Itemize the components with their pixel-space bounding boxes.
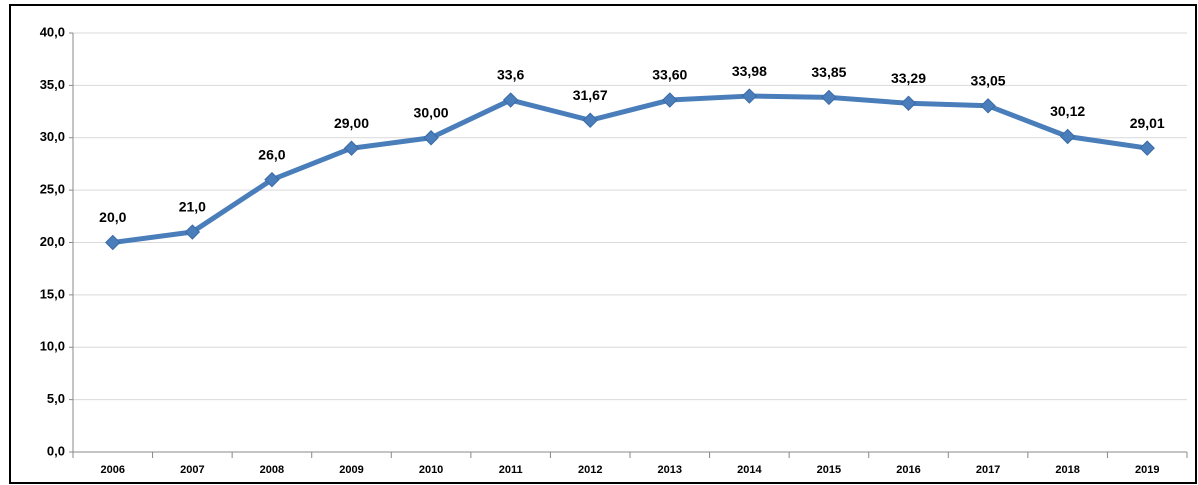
data-marker <box>900 95 917 111</box>
x-tick-label: 2006 <box>101 464 125 476</box>
x-tick-label: 2015 <box>817 464 841 476</box>
data-label: 31,67 <box>573 87 608 103</box>
data-label: 30,12 <box>1050 103 1085 119</box>
y-tick-label: 0,0 <box>47 443 65 458</box>
y-tick-label: 10,0 <box>40 339 65 354</box>
data-marker <box>502 92 519 108</box>
x-tick-label: 2007 <box>180 464 204 476</box>
x-tick-label: 2008 <box>260 464 284 476</box>
y-tick-label: 35,0 <box>40 77 65 92</box>
data-label: 33,05 <box>971 73 1006 89</box>
data-label: 33,85 <box>811 64 846 80</box>
x-tick-label: 2011 <box>499 464 523 476</box>
data-marker <box>1059 128 1076 145</box>
x-tick-label: 2017 <box>976 464 1000 476</box>
data-marker <box>343 140 360 156</box>
data-label: 33,29 <box>891 70 926 86</box>
x-tick-label: 2013 <box>658 464 682 476</box>
data-label: 30,00 <box>414 104 449 120</box>
chart-frame <box>9 4 1197 484</box>
data-marker <box>105 234 121 251</box>
x-tick-label: 2018 <box>1055 464 1079 476</box>
x-tick-label: 2016 <box>896 464 920 476</box>
x-tick-label: 2014 <box>737 464 762 476</box>
data-label: 26,0 <box>258 146 285 162</box>
y-tick-label: 25,0 <box>40 182 65 197</box>
data-marker <box>1139 140 1155 156</box>
x-tick-label: 2019 <box>1135 464 1159 476</box>
y-tick-label: 20,0 <box>40 234 65 249</box>
x-tick-label: 2012 <box>578 464 602 476</box>
data-marker <box>741 88 758 104</box>
data-marker <box>980 98 996 114</box>
data-marker <box>662 92 678 108</box>
data-label: 33,6 <box>497 67 524 83</box>
data-label: 29,00 <box>334 115 369 131</box>
x-tick-label: 2009 <box>339 464 363 476</box>
data-marker <box>582 112 598 128</box>
data-label: 33,60 <box>652 67 687 83</box>
y-tick-label: 5,0 <box>47 391 65 406</box>
data-marker <box>184 224 201 240</box>
data-label: 29,01 <box>1130 115 1165 131</box>
y-tick-label: 40,0 <box>40 24 65 39</box>
data-marker <box>264 171 280 188</box>
y-tick-label: 30,0 <box>40 129 65 144</box>
data-label: 33,98 <box>732 63 767 79</box>
data-line <box>112 93 1148 245</box>
data-label: 21,0 <box>179 199 206 215</box>
x-tick-label: 2010 <box>419 464 443 476</box>
data-marker <box>821 89 837 106</box>
data-label: 20,0 <box>99 209 126 225</box>
data-marker <box>423 130 439 146</box>
y-tick-label: 15,0 <box>40 286 65 301</box>
